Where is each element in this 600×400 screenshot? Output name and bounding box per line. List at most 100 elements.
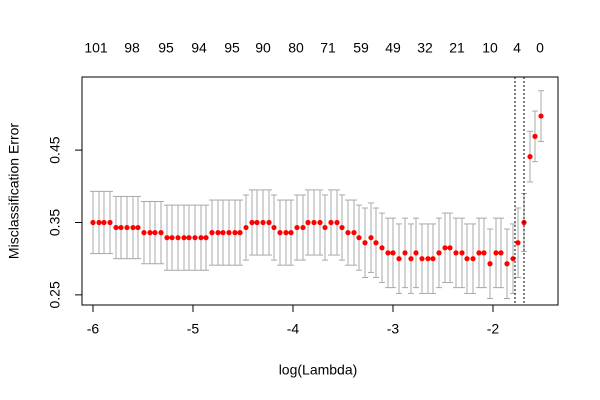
top-axis-label: 95 xyxy=(158,40,174,56)
x-tick-label: -2 xyxy=(487,321,500,337)
x-tick-label: -4 xyxy=(287,321,300,337)
top-axis-label: 94 xyxy=(191,40,207,56)
top-axis-label: 71 xyxy=(320,40,336,56)
point xyxy=(186,235,192,241)
top-axis-label: 59 xyxy=(353,40,369,56)
point xyxy=(430,256,436,262)
point xyxy=(141,230,147,236)
point xyxy=(510,256,516,262)
point xyxy=(226,230,232,236)
point xyxy=(538,113,544,119)
point xyxy=(515,240,521,246)
point xyxy=(436,250,442,256)
y-tick-label: 0.25 xyxy=(47,281,63,308)
top-axis-label: 0 xyxy=(536,40,544,56)
point xyxy=(164,235,170,241)
point xyxy=(305,219,311,226)
point xyxy=(254,219,260,226)
point xyxy=(294,224,300,231)
point xyxy=(130,224,136,231)
point xyxy=(481,250,487,256)
point xyxy=(532,133,538,139)
point xyxy=(498,250,504,256)
point xyxy=(118,224,124,231)
y-tick-label: 0.35 xyxy=(47,209,63,236)
point xyxy=(288,230,294,236)
top-axis-label: 95 xyxy=(224,40,240,56)
point xyxy=(339,224,345,231)
point xyxy=(328,219,334,226)
point xyxy=(90,219,96,226)
point xyxy=(425,256,431,262)
point xyxy=(311,219,317,226)
point xyxy=(232,230,238,236)
top-axis-label: 90 xyxy=(255,40,271,56)
point xyxy=(215,230,221,236)
point xyxy=(453,250,459,256)
point xyxy=(493,250,499,256)
x-axis-title: log(Lambda) xyxy=(279,362,358,378)
point xyxy=(209,230,215,236)
point xyxy=(442,245,448,251)
point xyxy=(249,219,255,226)
point xyxy=(385,250,391,256)
point xyxy=(464,256,470,262)
point xyxy=(459,250,465,256)
top-axis-label: 4 xyxy=(513,40,521,56)
point xyxy=(107,219,113,226)
point xyxy=(379,245,385,251)
point xyxy=(152,230,158,236)
top-axis-label: 101 xyxy=(84,40,108,56)
point xyxy=(322,224,328,231)
point xyxy=(96,219,102,226)
point xyxy=(243,224,249,231)
point xyxy=(203,235,209,241)
point xyxy=(260,219,266,226)
y-axis-title: Misclassification Error xyxy=(6,123,22,259)
point xyxy=(135,224,141,231)
point xyxy=(356,235,362,241)
top-axis-label: 80 xyxy=(288,40,304,56)
point xyxy=(198,235,204,241)
x-tick-label: -3 xyxy=(387,321,400,337)
top-axis-label: 32 xyxy=(417,40,433,56)
point xyxy=(175,235,181,241)
point xyxy=(390,250,396,256)
point xyxy=(362,240,368,246)
point xyxy=(220,230,226,236)
point xyxy=(419,256,425,262)
point xyxy=(487,261,493,267)
point xyxy=(283,230,289,236)
point xyxy=(169,235,175,241)
point xyxy=(277,230,283,236)
point xyxy=(113,224,119,231)
point xyxy=(147,230,153,236)
point xyxy=(101,219,107,226)
point xyxy=(158,230,164,236)
point xyxy=(373,240,379,246)
top-axis-label: 21 xyxy=(449,40,465,56)
point xyxy=(447,245,453,251)
point xyxy=(334,219,340,226)
point xyxy=(396,256,402,262)
top-axis-label: 10 xyxy=(482,40,498,56)
point xyxy=(504,261,510,267)
point xyxy=(237,230,243,236)
point xyxy=(317,219,323,226)
point xyxy=(470,256,476,262)
point xyxy=(271,224,277,231)
point xyxy=(300,224,306,231)
point xyxy=(368,235,374,241)
top-axis-label: 98 xyxy=(124,40,140,56)
x-tick-label: -6 xyxy=(87,321,100,337)
point xyxy=(345,230,351,236)
point xyxy=(408,256,414,262)
point xyxy=(402,250,408,256)
point xyxy=(192,235,198,241)
y-tick-label: 0.45 xyxy=(47,136,63,163)
point xyxy=(124,224,130,231)
point xyxy=(413,250,419,256)
x-tick-label: -5 xyxy=(187,321,200,337)
